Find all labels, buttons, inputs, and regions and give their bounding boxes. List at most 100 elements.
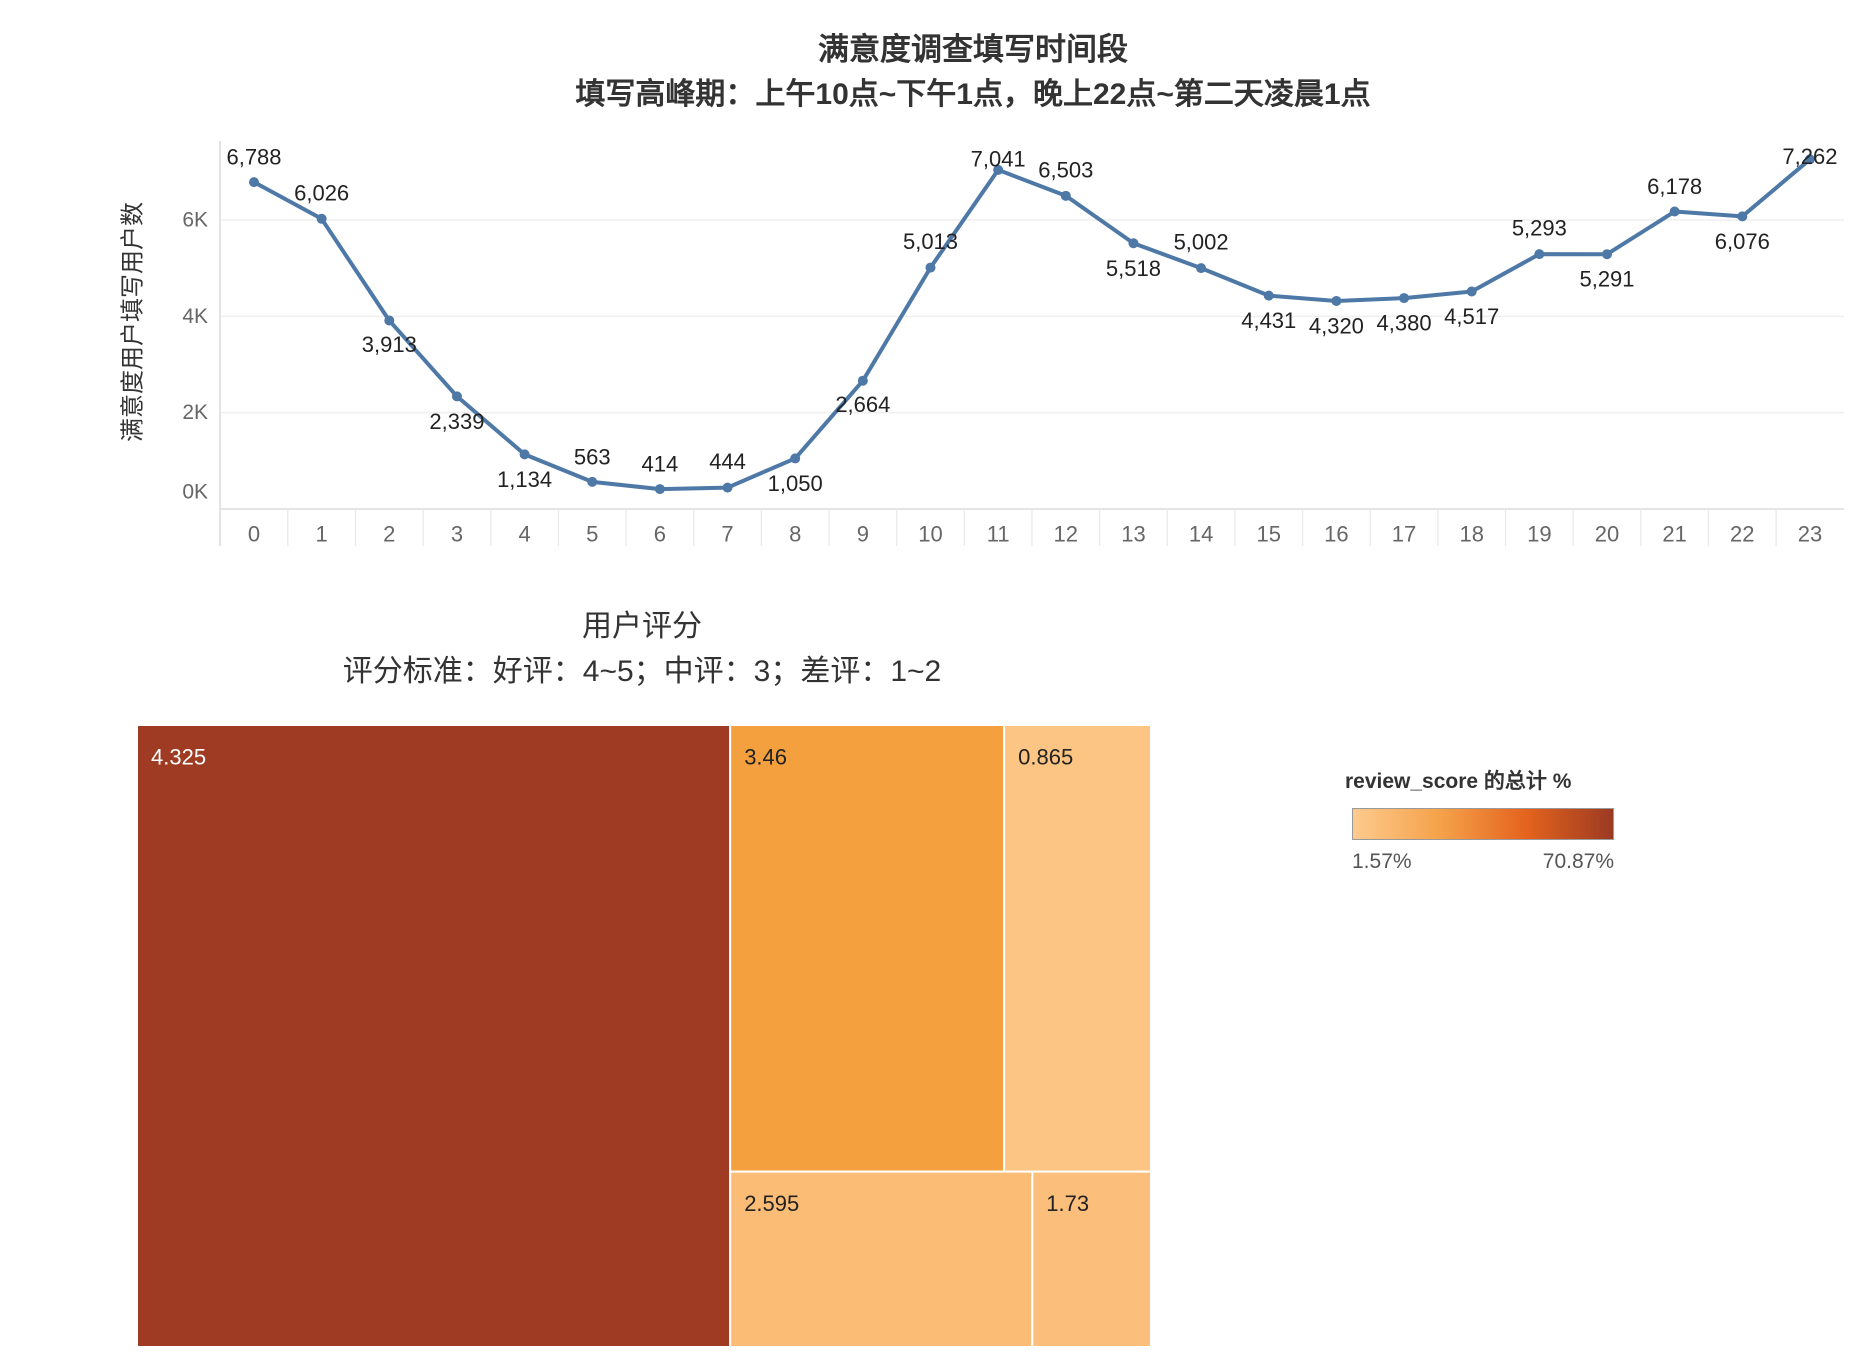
x-tick-label-13: 13 [1121, 522, 1145, 547]
y-tick-label-2k: 2K [182, 401, 208, 424]
axes [219, 141, 1844, 546]
data-point-hour-0[interactable] [249, 177, 259, 188]
data-label-hour-11: 7,041 [971, 146, 1026, 171]
data-point-hour-11[interactable] [993, 164, 1004, 175]
data-label-hour-7: 444 [709, 449, 746, 474]
data-label-hour-1: 6,026 [294, 180, 349, 205]
data-label-hour-2: 3,913 [362, 332, 417, 357]
treemap-cell-label: 4.325 [151, 745, 206, 770]
treemap-cells: 4.325 3.46 0.865 2.595 1.73 [136, 724, 1153, 1349]
treemap-cell-4-325[interactable]: 4.325 [136, 724, 732, 1348]
legend-max-label: 70.87% [1542, 850, 1614, 873]
data-label-hour-3: 2,339 [429, 409, 484, 434]
data-point-hour-10[interactable] [925, 262, 936, 273]
data-point-hour-13[interactable] [1128, 238, 1139, 249]
treemap-cell-3-46[interactable]: 3.46 [729, 724, 1006, 1173]
y-tick-label-0k: 0K [182, 481, 208, 504]
data-label-hour-0: 6,788 [226, 145, 281, 170]
data-label-hour-23: 7,262 [1782, 144, 1837, 169]
data-label-hour-5: 563 [574, 444, 611, 469]
treemap: 4.325 3.46 0.865 2.595 1.73 [136, 724, 1153, 1349]
x-tick-label-19: 19 [1527, 522, 1551, 547]
data-label-hour-19: 5,293 [1512, 216, 1567, 241]
data-point-hour-4[interactable] [519, 449, 530, 460]
y-axis-tick-labels: 0K 2K 4K 6K [182, 209, 208, 504]
data-point-hour-16[interactable] [1331, 295, 1342, 306]
treemap-cell-fill[interactable] [1031, 1170, 1153, 1349]
x-tick-label-1: 1 [316, 522, 328, 547]
data-point-hour-22[interactable] [1737, 211, 1748, 222]
x-tick-label-21: 21 [1662, 522, 1686, 547]
x-tick-label-14: 14 [1189, 522, 1213, 547]
x-tick-label-22: 22 [1730, 522, 1754, 547]
data-point-hour-9[interactable] [857, 375, 868, 386]
data-label-hour-16: 4,320 [1309, 313, 1364, 338]
treemap-cell-0-865[interactable]: 0.865 [1003, 724, 1152, 1173]
x-tick-label-16: 16 [1324, 522, 1348, 547]
data-point-hour-7[interactable] [722, 482, 733, 493]
series-line [252, 157, 1812, 492]
data-point-hour-1[interactable] [316, 213, 327, 224]
data-point-hour-2[interactable] [384, 315, 395, 326]
data-label-hour-13: 5,518 [1106, 256, 1161, 281]
line-chart-title: 满意度调查填写时间段 [818, 32, 1128, 67]
x-tick-label-9: 9 [857, 522, 869, 547]
legend-gradient-bar [1352, 808, 1614, 840]
y-axis-title: 满意度用户填写用户数 [120, 202, 147, 442]
x-tick-label-7: 7 [721, 522, 733, 547]
data-point-hour-3[interactable] [451, 391, 462, 402]
data-label-hour-10: 5,013 [903, 229, 958, 254]
data-point-hour-12[interactable] [1060, 190, 1071, 201]
treemap-cell-label: 2.595 [744, 1191, 799, 1216]
treemap-cell-fill[interactable] [729, 724, 1006, 1173]
data-point-hour-6[interactable] [654, 484, 665, 495]
data-points [249, 154, 1815, 495]
treemap-cell-1-73[interactable]: 1.73 [1031, 1170, 1153, 1349]
data-label-hour-8: 1,050 [768, 471, 823, 496]
x-tick-label-5: 5 [586, 522, 598, 547]
x-tick-label-3: 3 [451, 522, 463, 547]
data-point-hour-19[interactable] [1534, 249, 1545, 260]
y-tick-label-4k: 4K [182, 305, 208, 328]
data-point-hour-15[interactable] [1263, 290, 1274, 301]
x-tick-label-11: 11 [987, 522, 1010, 547]
data-point-hour-20[interactable] [1602, 249, 1612, 260]
line-chart-subtitle: 填写高峰期：上午10点~下午1点，晚上22点~第二天凌晨1点 [575, 78, 1371, 111]
treemap-cell-fill[interactable] [1003, 724, 1152, 1173]
gridlines [220, 219, 1844, 414]
data-point-hour-8[interactable] [790, 453, 801, 464]
treemap-cell-fill[interactable] [729, 1170, 1034, 1349]
x-tick-label-20: 20 [1595, 522, 1619, 547]
x-tick-label-18: 18 [1459, 522, 1483, 547]
treemap-cell-label: 3.46 [744, 745, 787, 770]
treemap-cell-label: 1.73 [1046, 1191, 1089, 1216]
data-label-hour-21: 6,178 [1647, 174, 1702, 199]
data-label-hour-18: 4,517 [1444, 304, 1499, 329]
treemap-subtitle: 评分标准：好评：4~5；中评：3；差评：1~2 [342, 655, 942, 688]
data-label-hour-22: 6,076 [1715, 229, 1770, 254]
data-point-hour-23[interactable] [1804, 154, 1815, 165]
x-axis-tick-labels: 0 1 2 3 4 5 6 7 8 9 10 11 12 13 14 15 16 17 18 19 20 21 22 23 [248, 522, 1822, 547]
x-tick-label-10: 10 [918, 522, 942, 547]
data-point-hour-17[interactable] [1399, 293, 1410, 304]
data-point-hour-18[interactable] [1466, 286, 1477, 297]
data-point-hour-14[interactable] [1196, 263, 1207, 274]
legend-title: review_score 的总计 % [1345, 770, 1572, 793]
treemap-cell-2-595[interactable]: 2.595 [729, 1170, 1034, 1349]
data-point-hour-5[interactable] [587, 476, 598, 487]
data-label-hour-6: 414 [642, 452, 679, 477]
x-tick-label-12: 12 [1054, 522, 1078, 547]
data-point-hour-21[interactable] [1669, 206, 1680, 217]
x-tick-label-23: 23 [1798, 522, 1822, 547]
x-tick-label-6: 6 [654, 522, 666, 547]
treemap-cell-fill[interactable] [136, 724, 732, 1348]
data-label-hour-20: 5,291 [1579, 267, 1634, 292]
data-label-hour-9: 2,664 [835, 392, 890, 417]
legend-range-labels: 1.57% 70.87% [1352, 849, 1614, 875]
data-label-hour-14: 5,002 [1174, 230, 1229, 255]
color-legend: review_score 的总计 % 1.57% 70.87% [1345, 769, 1625, 875]
treemap-cell-label: 0.865 [1018, 745, 1073, 770]
